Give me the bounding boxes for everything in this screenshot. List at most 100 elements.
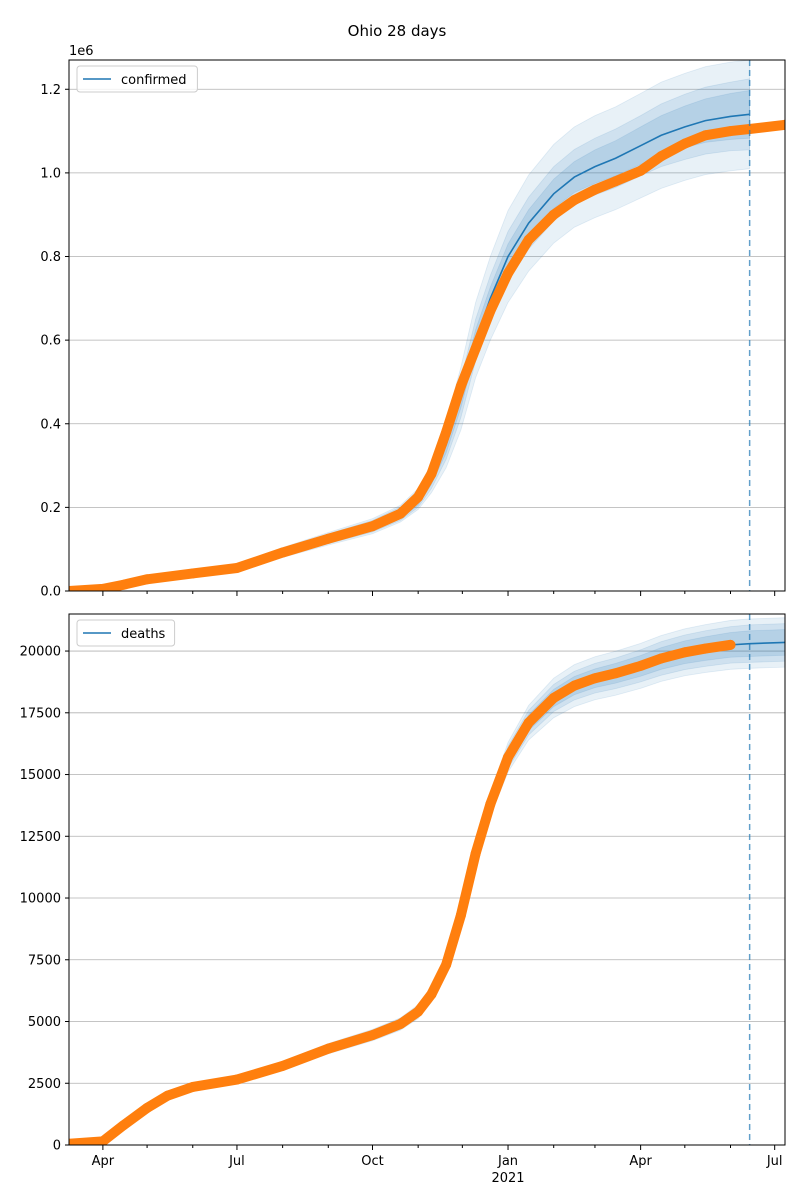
y-tick-label: 1.0 — [40, 166, 61, 181]
deaths-panel: 0 2500 5000 7500 10000 12500 15000 17500 20000 Ap… — [20, 613, 786, 1186]
x-tick-label: Apr — [629, 1154, 652, 1169]
y-tick-label: 0.4 — [40, 417, 61, 432]
observed-point — [635, 660, 646, 671]
observed-point — [569, 680, 580, 691]
observed-point — [323, 533, 334, 544]
y-tick-label: 0.0 — [40, 585, 61, 600]
y-tick-label: 0.2 — [40, 501, 61, 516]
chart-title: Ohio 28 days — [348, 22, 447, 40]
y-tick-label: 20000 — [20, 645, 61, 660]
observed-point — [485, 799, 496, 810]
y-tick-label: 12500 — [20, 830, 61, 845]
confirmed-panel: 0.0 0.2 0.4 0.6 0.8 1.0 1.2 1e6 confirmed — [40, 44, 786, 600]
observed-point — [656, 653, 667, 664]
y-tick-label: 0 — [53, 1139, 61, 1154]
observed-point — [187, 568, 198, 579]
x-tick-label: Jul — [766, 1154, 783, 1169]
observed-point — [656, 151, 667, 162]
axes-frame — [68, 59, 786, 592]
observed-point — [187, 1081, 198, 1092]
y-tick-label: 0.8 — [40, 250, 61, 265]
observed-point — [470, 343, 481, 354]
observed-point — [679, 138, 690, 149]
x-tick-label: Apr — [92, 1154, 115, 1169]
observed-point — [523, 234, 534, 245]
observed-point — [700, 643, 711, 654]
observed-point — [589, 184, 600, 195]
observed-point — [441, 959, 452, 970]
y-tick-label: 10000 — [20, 892, 61, 907]
observed-point — [118, 579, 129, 590]
observed-point — [455, 910, 466, 921]
confidence-band-inner — [69, 629, 785, 1145]
y-tick-label: 17500 — [20, 706, 61, 721]
y-tick-label: 0.6 — [40, 334, 61, 349]
observed-point — [700, 130, 711, 141]
model-line — [69, 641, 785, 1145]
x-year-label: 2021 — [491, 1171, 524, 1186]
observed-point — [231, 1074, 242, 1085]
observed-point — [142, 574, 153, 585]
observed-point — [426, 468, 437, 479]
legend: confirmed — [76, 65, 198, 93]
observed-point — [231, 563, 242, 574]
y-tick-label: 7500 — [28, 953, 61, 968]
x-tick-label: Jan — [497, 1154, 518, 1169]
y-tick-label: 1.2 — [40, 83, 61, 98]
observed-point — [485, 305, 496, 316]
observed-point — [610, 668, 621, 679]
observed-point — [323, 1043, 334, 1054]
legend-box — [76, 619, 176, 647]
x-tick-label: Jul — [228, 1154, 245, 1169]
observed-point — [69, 586, 74, 591]
confidence-band-outer — [69, 617, 785, 1145]
observed-point — [744, 123, 755, 134]
legend-label: deaths — [121, 627, 166, 642]
observed-line — [69, 119, 785, 591]
observed-point — [277, 547, 288, 558]
confidence-band-mid — [69, 623, 785, 1145]
observed-point — [395, 508, 406, 519]
observed-point — [780, 119, 785, 130]
plot-area — [69, 617, 785, 1145]
observed-point — [69, 1138, 74, 1145]
observed-point — [589, 673, 600, 684]
observed-point — [470, 848, 481, 859]
y-tick-label: 5000 — [28, 1015, 61, 1030]
legend-box — [76, 65, 198, 93]
y-offset-label: 1e6 — [69, 44, 94, 59]
observed-point — [367, 521, 378, 532]
observed-point — [367, 1030, 378, 1041]
observed-point — [142, 1102, 153, 1113]
observed-point — [569, 195, 580, 206]
observed-line — [69, 639, 736, 1145]
observed-point — [455, 381, 466, 392]
observed-point — [162, 1090, 173, 1101]
axes-frame — [68, 613, 786, 1146]
observed-point — [725, 639, 736, 650]
observed-point — [679, 647, 690, 658]
observed-point — [118, 1120, 129, 1131]
observed-point — [548, 692, 559, 703]
legend: deaths — [76, 619, 176, 647]
observed-point — [610, 176, 621, 187]
x-tick-label: Oct — [361, 1154, 383, 1169]
observed-point — [413, 1006, 424, 1017]
observed-point — [413, 491, 424, 502]
observed-point — [441, 427, 452, 438]
observed-point — [395, 1018, 406, 1029]
observed-point — [548, 209, 559, 220]
y-tick-label: 2500 — [28, 1077, 61, 1092]
legend-label: confirmed — [121, 73, 187, 88]
y-tick-label: 15000 — [20, 768, 61, 783]
observed-point — [97, 583, 108, 591]
observed-point — [426, 989, 437, 1000]
observed-point — [523, 717, 534, 728]
observed-point — [277, 1060, 288, 1071]
observed-point — [725, 126, 736, 137]
observed-point — [635, 165, 646, 176]
observed-point — [503, 268, 514, 279]
observed-point — [97, 1136, 108, 1145]
observed-point — [503, 752, 514, 763]
